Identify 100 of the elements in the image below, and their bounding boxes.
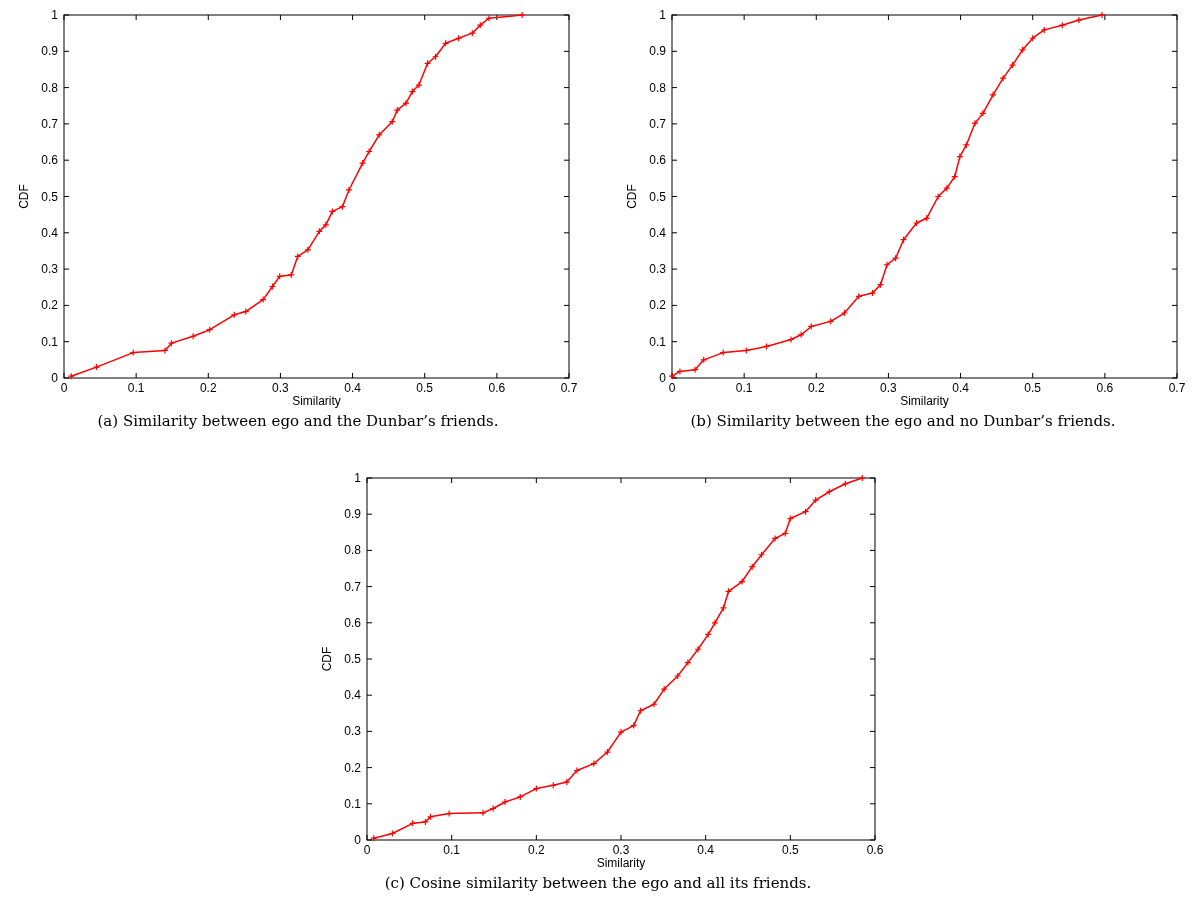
y-tick-label: 0.3 xyxy=(344,724,362,739)
point xyxy=(674,672,682,680)
point xyxy=(660,685,668,693)
y-tick-label: 0.9 xyxy=(41,44,59,59)
point xyxy=(603,748,612,756)
point xyxy=(345,186,353,194)
y-tick-label: 0.6 xyxy=(41,153,59,168)
y-tick-label: 1 xyxy=(354,471,362,485)
x-tick-label: 0 xyxy=(668,381,676,395)
y-tick-label: 0.3 xyxy=(41,262,59,277)
point xyxy=(650,700,658,708)
x-tick-label: 0.3 xyxy=(612,843,630,857)
y-tick-label: 0.9 xyxy=(649,44,667,59)
x-tick-label: 0.3 xyxy=(880,381,898,395)
point xyxy=(912,219,921,227)
x-tick-label: 0.5 xyxy=(1024,381,1042,395)
point xyxy=(979,109,987,117)
point xyxy=(868,289,877,297)
point xyxy=(322,221,330,229)
point xyxy=(700,356,708,364)
point xyxy=(359,159,367,167)
x-tick-label: 0.1 xyxy=(127,381,145,395)
x-tick-label: 0.3 xyxy=(272,381,290,395)
x-axis-title: Similarity xyxy=(900,394,949,408)
point xyxy=(771,534,779,543)
point xyxy=(617,728,625,736)
y-tick-label: 0.9 xyxy=(344,507,362,522)
x-tick-label: 0.1 xyxy=(735,381,753,395)
y-tick-label: 0.6 xyxy=(649,153,667,168)
point xyxy=(855,292,863,300)
point xyxy=(738,577,746,586)
y-axis-title: CDF xyxy=(320,646,334,672)
text: (c) Cosine similarity between the ego and all its friends. xyxy=(384,874,812,892)
point xyxy=(989,91,997,99)
point xyxy=(797,331,805,339)
x-tick-label: 0.4 xyxy=(952,381,970,395)
x-tick-label: 0.1 xyxy=(443,843,461,857)
y-tick-label: 0.1 xyxy=(41,334,59,349)
y-tick-label: 0.8 xyxy=(649,80,667,95)
y-tick-label: 0.1 xyxy=(649,334,667,349)
point xyxy=(393,106,401,114)
y-tick-label: 1 xyxy=(659,8,667,22)
point xyxy=(415,81,423,89)
y-tick-label: 0.5 xyxy=(649,189,667,204)
point xyxy=(943,184,951,192)
y-tick-label: 0.4 xyxy=(649,225,667,240)
y-tick-label: 0.8 xyxy=(344,543,362,558)
x-tick-label: 0.2 xyxy=(527,843,545,857)
x-tick-label: 0.6 xyxy=(866,843,884,857)
x-tick-label: 0.4 xyxy=(697,843,715,857)
y-tick-label: 0 xyxy=(51,371,59,385)
point xyxy=(694,645,702,653)
y-tick-label: 0.2 xyxy=(41,298,59,313)
point xyxy=(676,367,684,376)
x-axis-title: Similarity xyxy=(292,394,341,408)
point xyxy=(516,793,524,801)
x-axis-title: Similarity xyxy=(596,856,646,870)
point xyxy=(711,619,719,627)
y-tick-label: 0.2 xyxy=(344,760,362,775)
x-tick-label: 0.2 xyxy=(199,381,217,395)
y-tick-label: 1 xyxy=(51,8,59,22)
point xyxy=(684,659,692,667)
point xyxy=(563,778,571,786)
point xyxy=(1075,16,1083,24)
point xyxy=(999,74,1007,82)
y-tick-label: 0.2 xyxy=(649,298,667,313)
point xyxy=(445,809,453,818)
point xyxy=(485,14,493,22)
y-tick-label: 0.5 xyxy=(41,189,59,204)
x-tick-label: 0.6 xyxy=(1096,381,1114,395)
point xyxy=(421,818,430,826)
y-tick-label: 0.4 xyxy=(344,688,362,703)
x-tick-label: 0.7 xyxy=(1168,381,1186,395)
point xyxy=(590,760,598,768)
x-tick-label: 0.2 xyxy=(807,381,825,395)
point xyxy=(479,809,487,817)
point xyxy=(971,119,979,127)
y-tick-label: 0.4 xyxy=(41,225,59,240)
x-tick-label: 0.5 xyxy=(416,381,434,395)
point xyxy=(691,366,699,374)
point xyxy=(962,141,970,149)
point xyxy=(402,99,410,107)
y-tick-label: 0 xyxy=(354,833,362,847)
point xyxy=(161,346,169,355)
x-tick-label: 0.6 xyxy=(488,381,506,395)
text: (b) Similarity between the ego and no Dunbar’s friends. xyxy=(690,412,1116,430)
point xyxy=(501,798,509,806)
y-tick-label: 0.7 xyxy=(41,116,59,131)
point xyxy=(304,246,312,254)
point xyxy=(883,261,891,269)
y-tick-label: 0.8 xyxy=(41,80,59,95)
point xyxy=(92,363,101,371)
x-tick-label: 0 xyxy=(363,843,371,857)
y-axis-title: CDF xyxy=(17,184,31,209)
y-tick-label: 0.1 xyxy=(344,796,362,811)
point xyxy=(956,152,964,161)
y-tick-label: 0.5 xyxy=(344,652,362,666)
point xyxy=(287,271,295,279)
text: (a) Similarity between ego and the Dunbar’s friends. xyxy=(97,412,499,430)
x-tick-label: 0 xyxy=(60,381,68,395)
